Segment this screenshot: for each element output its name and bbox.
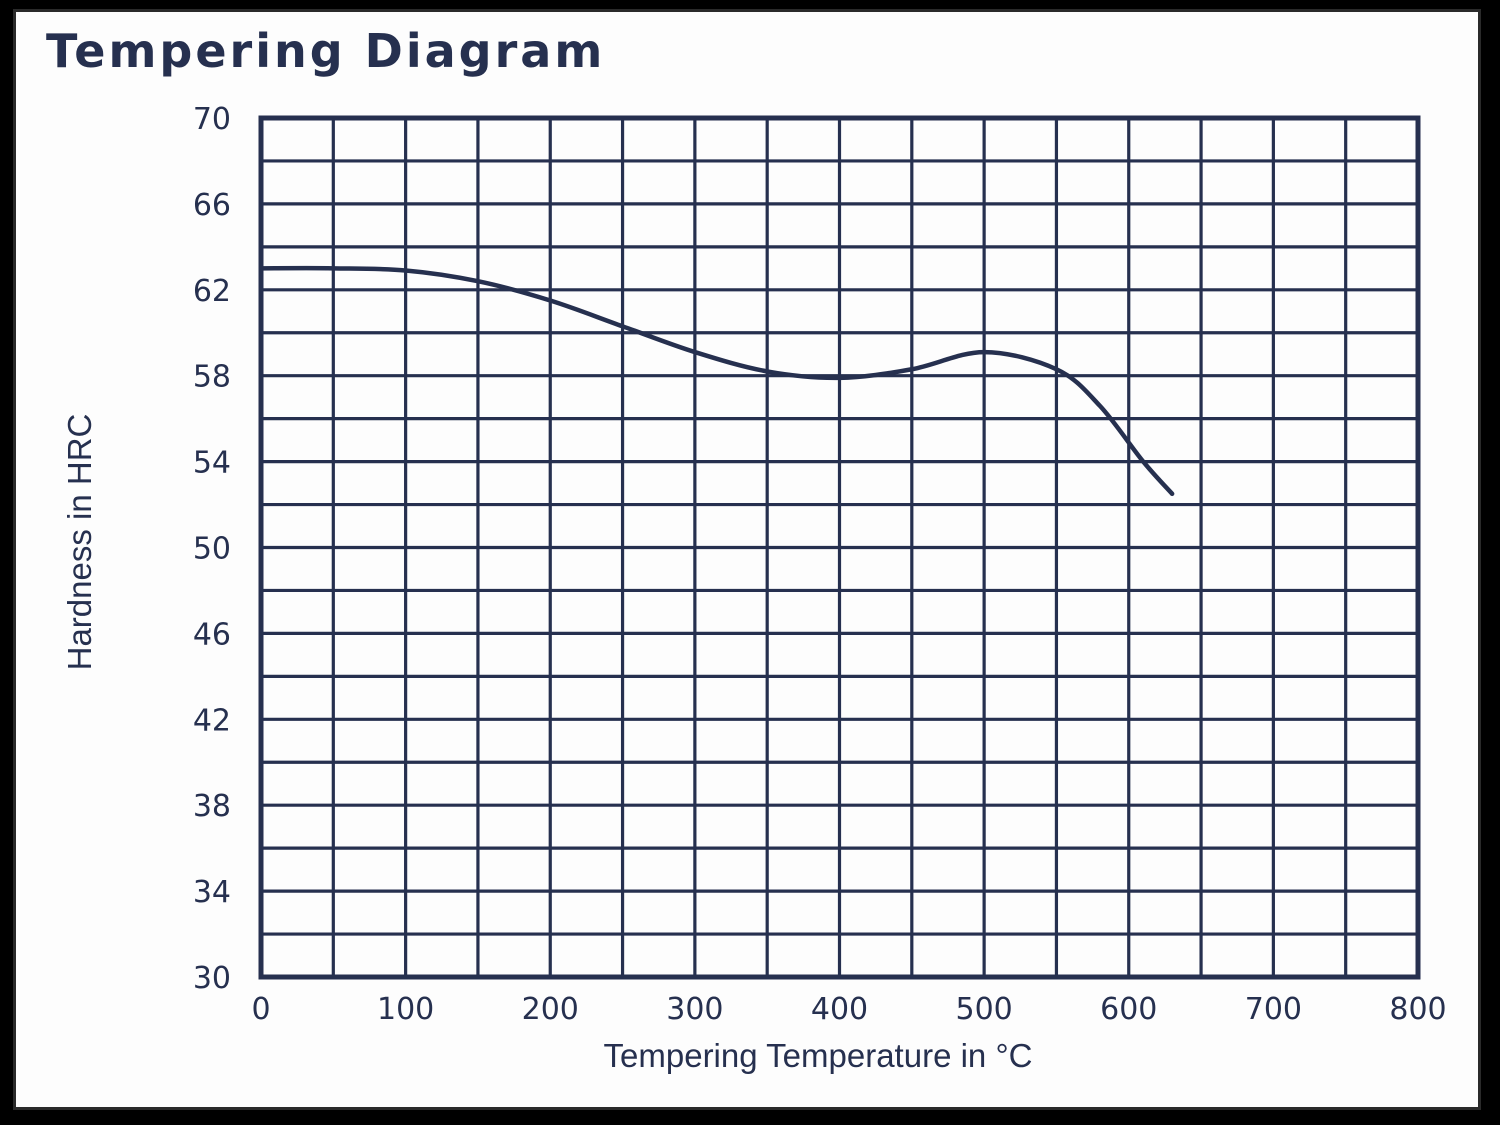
y-tick-labels: 30 34 38 42 46 50 54 58 62 66 70 <box>193 102 231 996</box>
y-tick-label: 30 <box>193 961 231 996</box>
x-tick-label: 0 <box>251 992 270 1027</box>
tempering-chart: Tempering Diagram 30 34 38 42 46 50 54 58 62 66 70… <box>46 24 1447 1074</box>
y-tick-label: 66 <box>193 188 231 223</box>
chart-title: Tempering Diagram <box>46 24 605 78</box>
x-tick-label: 400 <box>811 992 868 1027</box>
y-tick-label: 50 <box>193 532 231 567</box>
x-tick-label: 200 <box>522 992 579 1027</box>
x-tick-label: 700 <box>1245 992 1302 1027</box>
grid <box>258 115 1421 980</box>
y-tick-label: 70 <box>193 102 231 137</box>
x-tick-label: 600 <box>1100 992 1157 1027</box>
plot-border <box>258 115 1421 980</box>
x-tick-label: 300 <box>666 992 723 1027</box>
y-tick-label: 54 <box>193 446 231 481</box>
x-tick-labels: 0 100 200 300 400 500 600 700 800 <box>251 992 1446 1027</box>
y-tick-label: 42 <box>193 703 231 738</box>
hardness-curve <box>258 265 1175 497</box>
y-tick-label: 38 <box>193 789 231 824</box>
y-tick-label: 34 <box>193 875 231 910</box>
x-axis-label: Tempering Temperature in °C <box>604 1037 1033 1074</box>
series-group <box>258 265 1175 497</box>
y-axis-label: Hardness in HRC <box>61 414 98 671</box>
x-tick-label: 800 <box>1389 992 1446 1027</box>
y-tick-label: 46 <box>193 617 231 652</box>
x-tick-label: 500 <box>955 992 1012 1027</box>
x-tick-label: 100 <box>377 992 434 1027</box>
y-tick-label: 58 <box>193 360 231 395</box>
y-tick-label: 62 <box>193 274 231 309</box>
chart-frame: Tempering Diagram 30 34 38 42 46 50 54 58 62 66 70… <box>16 12 1478 1107</box>
